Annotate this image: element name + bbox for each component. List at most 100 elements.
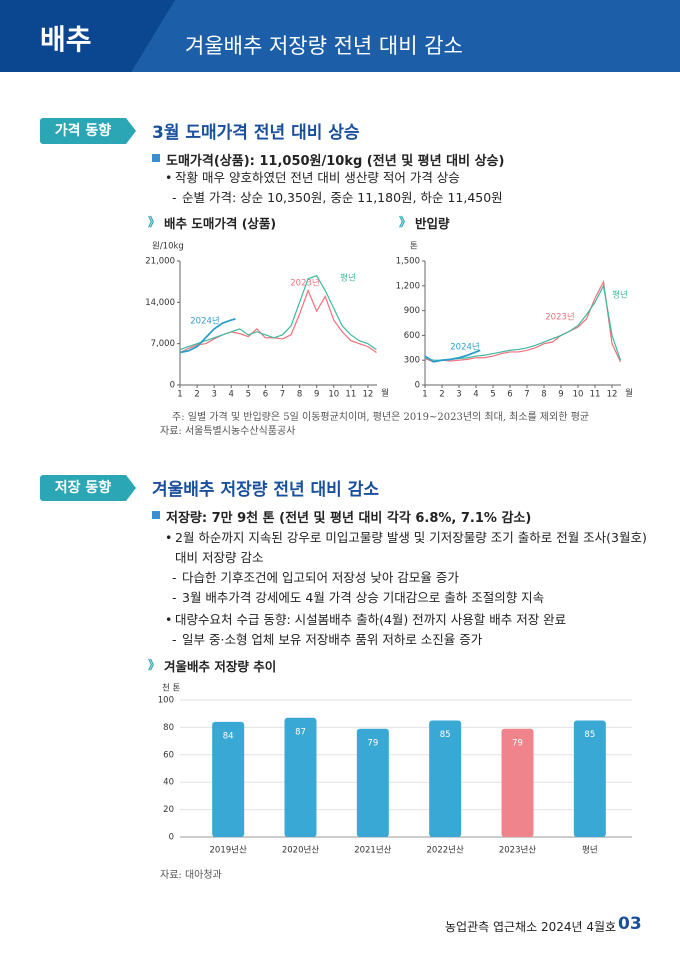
series-line	[179, 317, 236, 354]
y-tick-label: 0	[415, 381, 420, 391]
bar	[573, 720, 606, 837]
value-label: 84	[223, 731, 234, 741]
x-tick-label: 1	[177, 390, 182, 400]
chart-title: 배추 도매가격 (상품)	[148, 213, 276, 232]
y-tick-label: 14,000	[145, 298, 175, 308]
x-tick-label: 7	[280, 390, 285, 400]
x-tick-label: 4	[229, 390, 234, 400]
section-heading: 3월 도매가격 전년 대비 상승	[152, 123, 360, 143]
key-point: 도매가격(상품): 11,050원/10kg (전년 및 평년 대비 상승)	[152, 150, 504, 169]
x-tick-label: 10	[328, 390, 339, 400]
series-line	[179, 275, 377, 351]
series-label: 평년	[612, 290, 628, 301]
value-label: 79	[367, 738, 378, 748]
x-tick-label: 2	[439, 390, 444, 400]
y-tick-label: 80	[163, 723, 174, 733]
series-label: 2024년	[450, 342, 479, 353]
y-tick-label: 21,000	[145, 257, 175, 267]
y-tick-label: 1,500	[396, 257, 420, 267]
x-tick-label: 2023년산	[499, 845, 536, 856]
x-tick-label: 2020년산	[282, 845, 319, 856]
x-tick-label: 11	[345, 390, 356, 400]
value-label: 85	[584, 730, 595, 740]
y-tick-label: 600	[404, 331, 420, 341]
section-tag: 가격 동향	[40, 118, 136, 144]
bullet-item: 작황 매우 양호하였던 전년 대비 생산량 적어 가격 상승	[165, 168, 650, 188]
y-axis-unit: 톤	[410, 242, 418, 252]
y-tick-label: 40	[163, 778, 174, 788]
x-tick-label: 11	[590, 390, 601, 400]
value-label: 85	[440, 730, 451, 740]
publication: 농업관측 엽근채소 2024년 4월호	[445, 920, 617, 934]
header-category: 배추	[40, 23, 92, 56]
section-heading: 겨울배추 저장량 전년 대비 감소	[152, 480, 379, 500]
y-tick-label: 20	[163, 805, 174, 815]
section-tag: 저장 동향	[40, 475, 136, 501]
y-tick-label: 900	[404, 306, 420, 316]
x-tick-label: 평년	[582, 845, 598, 856]
y-tick-label: 300	[404, 356, 420, 366]
sub-item: 순별 가격: 상순 10,350원, 중순 11,180원, 하순 11,450…	[172, 188, 503, 208]
y-axis-unit: 원/10kg	[152, 242, 184, 252]
page-number: 03	[618, 914, 642, 934]
source: 자료: 서울특별시농수산식품공사	[160, 426, 296, 437]
separator-dot: ·	[611, 920, 615, 934]
series-label: 2023년	[545, 312, 574, 323]
chart-title: 반입량	[399, 213, 449, 232]
sub-item: 3월 배추가격 강세에도 4월 가격 상승 기대감으로 출하 조절의향 지속	[172, 588, 544, 608]
x-tick-label: 4	[473, 390, 478, 400]
x-tick-label: 6	[263, 390, 268, 400]
key-point: 저장량: 7만 9천 톤 (전년 및 평년 대비 각각 6.8%, 7.1% 감…	[152, 507, 531, 526]
y-tick-label: 0	[170, 381, 175, 391]
bullet-item: 2월 하순까지 지속된 강우로 미입고물량 발생 및 기저장물량 조기 출하로 …	[165, 528, 650, 568]
x-tick-label: 9	[558, 390, 563, 400]
series-label: 2023년	[290, 278, 319, 289]
y-tick-label: 1,200	[396, 281, 420, 291]
x-tick-label: 2022년산	[427, 845, 464, 856]
bar	[284, 717, 317, 837]
series-line	[424, 349, 481, 363]
x-tick-label: 5	[246, 390, 251, 400]
note: 주: 일별 가격 및 반입량은 5일 이동평균치이며, 평년은 2019~202…	[172, 412, 590, 423]
x-tick-label: 8	[541, 390, 546, 400]
bar	[429, 720, 462, 837]
header-title: 겨울배추 저장량 전년 대비 감소	[185, 34, 463, 58]
x-tick-label: 6	[507, 390, 512, 400]
sub-item: 일부 중·소형 업체 보유 저장배추 품위 저하로 소진율 증가	[172, 630, 482, 650]
x-tick-label: 5	[490, 390, 495, 400]
value-label: 87	[295, 727, 306, 737]
x-tick-label: 12	[363, 390, 374, 400]
y-tick-label: 60	[163, 750, 174, 760]
y-tick-label: 100	[158, 696, 174, 706]
x-tick-label: 12	[607, 390, 618, 400]
x-tick-label: 3	[456, 390, 461, 400]
value-label: 79	[512, 738, 523, 748]
bar	[501, 728, 534, 837]
bullet-item: 대량수요처 수급 동향: 시설봄배추 출하(4월) 전까지 사용할 배추 저장 …	[165, 610, 650, 630]
y-tick-label: 0	[169, 833, 174, 843]
x-axis-label: 월	[381, 388, 389, 399]
x-tick-label: 2	[194, 390, 199, 400]
bar	[212, 721, 245, 837]
series-label: 평년	[340, 273, 356, 284]
series-label: 2024년	[190, 316, 219, 327]
x-tick-label: 7	[524, 390, 529, 400]
y-axis-unit: 천 톤	[162, 683, 181, 694]
chart-title: 겨울배추 저장량 추이	[148, 656, 276, 675]
x-tick-label: 8	[297, 390, 302, 400]
x-tick-label: 9	[314, 390, 319, 400]
series-line	[179, 288, 377, 354]
bar	[356, 728, 389, 837]
x-tick-label: 2021년산	[354, 845, 391, 856]
sub-item: 다습한 기후조건에 입고되어 저장성 낮아 감모율 증가	[172, 568, 459, 588]
x-tick-label: 10	[573, 390, 584, 400]
x-tick-label: 3	[211, 390, 216, 400]
x-tick-label: 1	[422, 390, 427, 400]
y-tick-label: 7,000	[151, 339, 175, 349]
source: 자료: 대아청과	[160, 870, 222, 881]
x-tick-label: 2019년산	[210, 845, 247, 856]
x-axis-label: 월	[625, 388, 633, 399]
series-line	[424, 279, 622, 363]
